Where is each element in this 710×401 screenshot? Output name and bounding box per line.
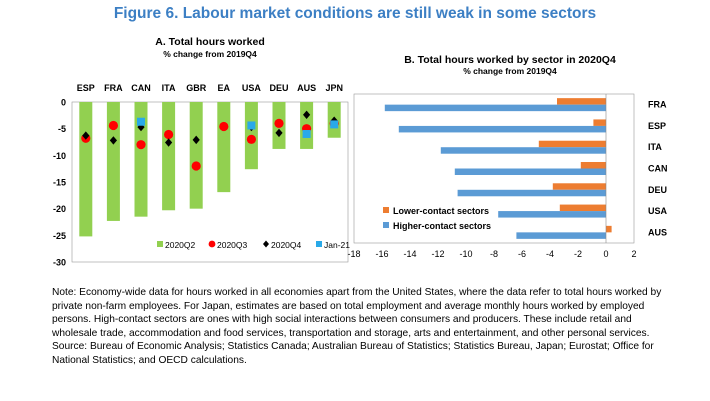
- figure-notes: Note: Economy-wide data for hours worked…: [52, 286, 677, 367]
- y-category-label: FRA: [648, 100, 667, 110]
- x-category-label: ITA: [162, 83, 176, 93]
- panel-a-svg: A. Total hours worked% change from 2019Q…: [53, 36, 350, 268]
- y-tick-label: -25: [53, 231, 66, 241]
- bar-lower-contact: [593, 119, 606, 126]
- marker-2020q3: [274, 118, 284, 128]
- x-category-label: AUS: [297, 83, 316, 93]
- marker-jan-21: [330, 120, 339, 129]
- bar-2020q2: [189, 102, 203, 209]
- y-category-label: AUS: [648, 227, 667, 237]
- x-category-label: DEU: [269, 83, 288, 93]
- x-tick-label: -18: [347, 249, 360, 259]
- panel-a-total-hours-chart: A. Total hours worked% change from 2019Q…: [52, 33, 352, 273]
- legend-swatch-lower-contact: [383, 207, 389, 213]
- x-category-label: EA: [218, 83, 231, 93]
- legend-label: 2020Q4: [271, 240, 302, 250]
- bar-higher-contact: [498, 211, 606, 218]
- bar-lower-contact: [557, 98, 606, 105]
- y-tick-label: 0: [61, 98, 66, 108]
- bar-lower-contact: [552, 183, 606, 190]
- panel-a-plot-frame: [71, 101, 349, 263]
- legend-label: 2020Q3: [217, 240, 248, 250]
- bar-2020q2: [134, 102, 148, 217]
- x-tick-label: -8: [490, 249, 498, 259]
- marker-2020q4: [109, 136, 117, 145]
- figure-title: Figure 6. Labour market conditions are s…: [113, 5, 597, 22]
- bar-lower-contact: [580, 162, 606, 169]
- x-category-label: JPN: [325, 83, 343, 93]
- x-tick-label: 2: [631, 249, 636, 259]
- bar-higher-contact: [384, 104, 606, 112]
- marker-2020q4: [192, 135, 200, 145]
- legend-label: Lower-contact sectors: [393, 206, 489, 216]
- marker-jan-21: [302, 130, 311, 138]
- x-category-label: FRA: [104, 83, 123, 93]
- y-category-label: ITA: [648, 142, 662, 152]
- legend-swatch-2020q2: [157, 241, 163, 247]
- panel-a-title: A. Total hours worked: [155, 36, 264, 48]
- x-category-label: ESP: [77, 83, 95, 93]
- marker-2020q3: [164, 129, 174, 140]
- bar-higher-contact: [440, 147, 606, 154]
- y-tick-label: -20: [53, 204, 66, 214]
- marker-2020q3: [219, 121, 229, 132]
- x-tick-label: 0: [603, 249, 608, 259]
- x-category-label: USA: [242, 83, 262, 93]
- bar-higher-contact: [516, 232, 606, 239]
- x-category-label: GBR: [186, 83, 207, 93]
- panel-b-subtitle: % change from 2019Q4: [463, 66, 557, 76]
- bar-2020q2: [79, 102, 93, 237]
- y-category-label: CAN: [648, 164, 668, 174]
- marker-jan-21: [137, 117, 145, 126]
- marker-jan-21: [247, 121, 256, 130]
- bar-2020q2: [162, 102, 176, 211]
- legend-swatch-higher-contact: [383, 222, 389, 228]
- x-tick-label: -2: [574, 249, 582, 259]
- x-tick-label: -6: [518, 249, 526, 259]
- bar-lower-contact: [538, 140, 606, 148]
- note-text: Note: Economy-wide data for hours worked…: [52, 287, 662, 339]
- marker-2020q4: [137, 122, 145, 132]
- marker-2020q3: [246, 134, 256, 144]
- panel-b-sector-hours-chart: B. Total hours worked by sector in 2020Q…: [347, 33, 682, 273]
- bar-2020q2: [106, 102, 120, 221]
- y-category-label: USA: [648, 206, 668, 216]
- bar-lower-contact: [559, 204, 606, 212]
- legend-swatch-2020q4: [263, 240, 269, 248]
- bar-higher-contact: [454, 168, 606, 175]
- legend-label: 2020Q2: [165, 240, 196, 250]
- x-tick-label: -14: [403, 249, 416, 259]
- panel-b-svg: B. Total hours worked by sector in 2020Q…: [347, 54, 668, 259]
- x-category-label: CAN: [131, 83, 151, 93]
- y-category-label: DEU: [648, 185, 667, 195]
- legend-swatch-2020q3: [208, 240, 216, 248]
- y-tick-label: -15: [53, 178, 66, 188]
- bar-higher-contact: [398, 125, 606, 133]
- bar-higher-contact: [457, 189, 606, 197]
- panel-a-subtitle: % change from 2019Q4: [163, 49, 257, 59]
- source-text: Source: Bureau of Economic Analysis; Sta…: [52, 341, 654, 366]
- x-tick-label: -16: [375, 249, 388, 259]
- marker-2020q4: [82, 131, 90, 140]
- panel-b-title: B. Total hours worked by sector in 2020Q…: [404, 54, 616, 66]
- x-tick-label: -12: [431, 249, 444, 259]
- y-tick-label: -10: [53, 151, 66, 161]
- x-tick-label: -10: [459, 249, 472, 259]
- y-tick-label: -30: [53, 258, 66, 268]
- legend-swatch-jan-21: [316, 241, 322, 247]
- marker-2020q3: [191, 161, 201, 171]
- marker-2020q3: [108, 120, 118, 131]
- y-tick-label: -5: [58, 124, 66, 134]
- bar-lower-contact: [606, 225, 612, 233]
- marker-2020q4: [165, 138, 173, 147]
- bar-2020q2: [217, 102, 231, 193]
- y-category-label: ESP: [648, 121, 666, 131]
- x-tick-label: -4: [546, 249, 554, 259]
- marker-2020q4: [275, 128, 283, 138]
- legend-label: Jan-21: [324, 240, 350, 250]
- legend-label: Higher-contact sectors: [393, 221, 491, 231]
- marker-2020q3: [136, 140, 146, 150]
- panel-b-plot-frame: [353, 93, 635, 244]
